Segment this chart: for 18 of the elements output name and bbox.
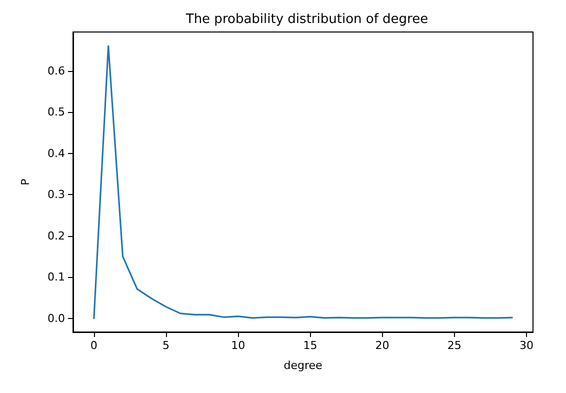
y-tick-label: 0.1 (48, 270, 65, 284)
x-tick-label: 5 (162, 339, 170, 352)
x-tick-label: 25 (447, 339, 462, 352)
y-tick-label: 0.2 (48, 229, 65, 242)
line-series (93, 45, 513, 320)
x-tick-label: 10 (231, 339, 246, 352)
x-axis-title: degree (284, 359, 322, 372)
x-tick-label: 20 (375, 339, 390, 352)
y-axis-title: P (19, 178, 32, 186)
x-tick-label: 15 (303, 339, 318, 352)
y-tick-label: 0.4 (48, 146, 65, 160)
y-tick-label: 0.6 (48, 64, 65, 78)
y-tick-label: 0.5 (48, 106, 65, 119)
x-tick-label: 30 (520, 339, 534, 352)
y-tick-label: 0.0 (48, 312, 65, 325)
x-tick-label: 0 (90, 339, 98, 352)
y-tick-label: 0.3 (48, 188, 65, 202)
chart-title: The probability distribution of degree (184, 12, 428, 27)
